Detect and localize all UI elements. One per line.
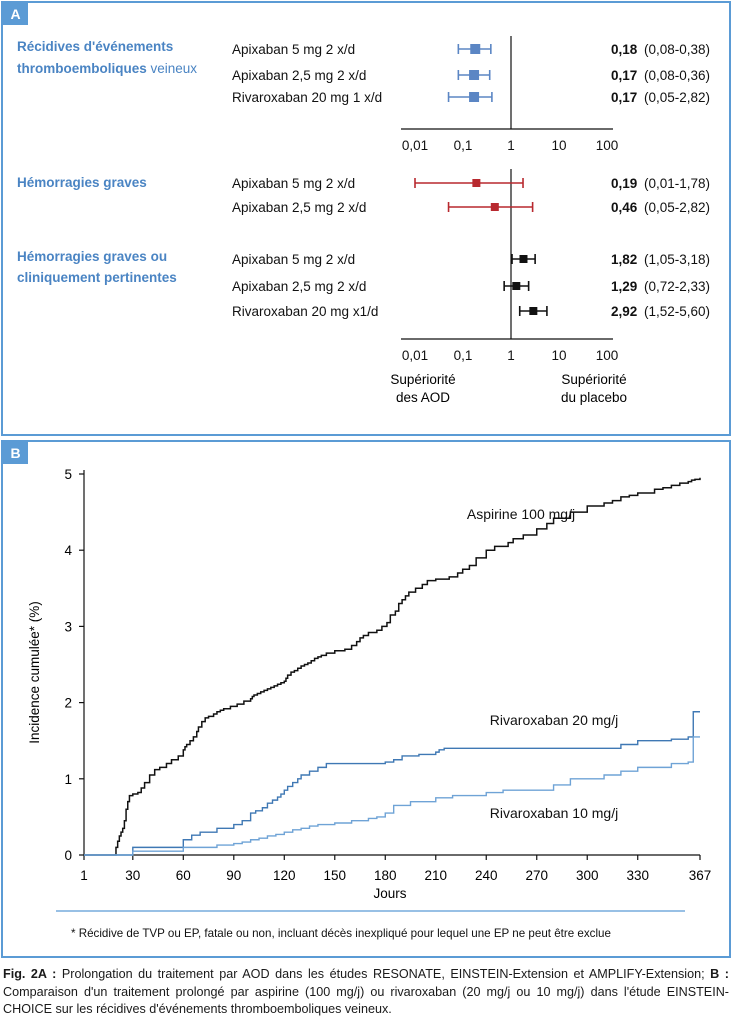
series-label: Aspirine 100 mg/j: [467, 506, 575, 522]
forest-plot-panel: A 0,01 0,1 1 10 100 0,01 0,1 1 10 100 Supériorité d…: [1, 1, 731, 436]
drug-label: Apixaban 5 mg 2 x/d: [232, 176, 355, 191]
tick-label: 100: [596, 348, 619, 363]
x-tick-label: 150: [324, 868, 347, 883]
point-estimate: [469, 92, 480, 102]
tick-label: 100: [596, 138, 619, 153]
caption-part-a: Prolongation du traitement par AOD dans …: [56, 967, 711, 981]
estimate-value: 1,29: [611, 279, 637, 294]
right-superiority-label: Supériorité: [561, 372, 626, 387]
point-estimate: [470, 44, 481, 54]
series-line: [84, 477, 701, 856]
tick-label: 0,1: [454, 348, 473, 363]
tick-label: 0,01: [402, 138, 428, 153]
x-tick-label: 240: [475, 868, 498, 883]
drug-label: Apixaban 2,5 mg 2 x/d: [232, 200, 366, 215]
ci-value: (0,05-2,82): [644, 90, 710, 105]
x-tick-label: 180: [374, 868, 397, 883]
tick-label: 0,01: [402, 348, 428, 363]
kaplan-meier-panel: B 0 1 2 3 4 5 1 30 60 90 120 150 180 210 240 270 300 330 3…: [1, 440, 731, 958]
drug-label: Apixaban 2,5 mg 2 x/d: [232, 68, 366, 83]
left-superiority-label: Supériorité: [390, 372, 455, 387]
y-tick-label: 0: [64, 848, 72, 863]
ci-value: (0,08-0,38): [644, 42, 710, 57]
x-tick-label: 30: [125, 868, 140, 883]
ci-value: (1,05-3,18): [644, 252, 710, 267]
footnote: * Récidive de TVP ou EP, fatale ou non, …: [71, 927, 611, 940]
estimate-value: 0,17: [611, 68, 637, 83]
series-line: [84, 736, 700, 856]
caption-fig-label: Fig. 2A :: [3, 967, 57, 981]
ci-value: (1,52-5,60): [644, 304, 710, 319]
forest-plot: 0,01 0,1 1 10 100 0,01 0,1 1 10 100 Supériorité des…: [17, 36, 710, 405]
ci-value: (0,08-0,36): [644, 68, 710, 83]
caption-b-label: B :: [710, 967, 729, 981]
point-estimate: [519, 255, 528, 263]
point-estimate: [490, 203, 499, 211]
y-tick-label: 4: [64, 543, 72, 558]
ci-value: (0,05-2,82): [644, 200, 710, 215]
group-title-line2: thromboemboliques veineux: [17, 61, 197, 76]
estimate-value: 0,17: [611, 90, 637, 105]
x-tick-label: 90: [226, 868, 241, 883]
group-title-rest: veineux: [147, 61, 198, 76]
group-title: Hémorragies graves ou: [17, 249, 167, 264]
drug-label: Apixaban 5 mg 2 x/d: [232, 252, 355, 267]
estimate-value: 0,18: [611, 42, 638, 57]
group-title-bold: thromboemboliques: [17, 61, 147, 76]
ci-value: (0,72-2,33): [644, 279, 710, 294]
estimate-value: 0,19: [611, 176, 637, 191]
tick-label: 0,1: [454, 138, 473, 153]
tick-label: 1: [507, 138, 515, 153]
x-tick-label: 1: [80, 868, 88, 883]
tick-label: 10: [551, 138, 566, 153]
figure-caption: Fig. 2A : Prolongation du traitement par…: [3, 966, 729, 1019]
point-estimate: [469, 70, 480, 80]
drug-label: Rivaroxaban 20 mg x1/d: [232, 304, 378, 319]
tick-label: 1: [507, 348, 515, 363]
x-tick-label: 60: [176, 868, 191, 883]
x-tick-label: 300: [576, 868, 599, 883]
ci-value: (0,01-1,78): [644, 176, 710, 191]
series-line: [84, 711, 700, 856]
right-superiority-label: du placebo: [561, 390, 627, 405]
x-tick-label: 330: [626, 868, 649, 883]
group-title: Récidives d'événements: [17, 39, 173, 54]
x-axis-title: Jours: [373, 886, 406, 901]
group-title-bold: cliniquement pertinentes: [17, 270, 177, 285]
x-tick-label: 367: [689, 868, 712, 883]
caption-part-b: Comparaison d'un traitement prolongé par…: [3, 984, 729, 1017]
estimate-value: 1,82: [611, 252, 637, 267]
group-title: Hémorragies graves: [17, 175, 147, 190]
point-estimate: [472, 179, 481, 187]
y-tick-label: 1: [64, 772, 72, 787]
left-superiority-label: des AOD: [396, 390, 450, 405]
panel-a-label: A: [3, 3, 28, 25]
drug-label: Apixaban 5 mg 2 x/d: [232, 42, 355, 57]
estimate-value: 0,46: [611, 200, 638, 215]
y-tick-label: 2: [64, 696, 72, 711]
group-title-line2: cliniquement pertinentes: [17, 270, 177, 285]
x-tick-label: 270: [525, 868, 548, 883]
point-estimate: [529, 307, 538, 315]
panel-b-label: B: [3, 442, 28, 464]
x-tick-label: 120: [273, 868, 296, 883]
drug-label: Rivaroxaban 20 mg 1 x/d: [232, 90, 382, 105]
y-tick-label: 3: [64, 619, 72, 634]
series-label: Rivaroxaban 10 mg/j: [490, 805, 618, 821]
y-axis-title: Incidence cumulée* (%): [27, 601, 42, 744]
point-estimate: [512, 282, 521, 290]
drug-label: Apixaban 2,5 mg 2 x/d: [232, 279, 366, 294]
series-label: Rivaroxaban 20 mg/j: [490, 712, 618, 728]
tick-label: 10: [551, 348, 566, 363]
x-tick-label: 210: [424, 868, 447, 883]
estimate-value: 2,92: [611, 304, 637, 319]
y-tick-label: 5: [64, 467, 72, 482]
